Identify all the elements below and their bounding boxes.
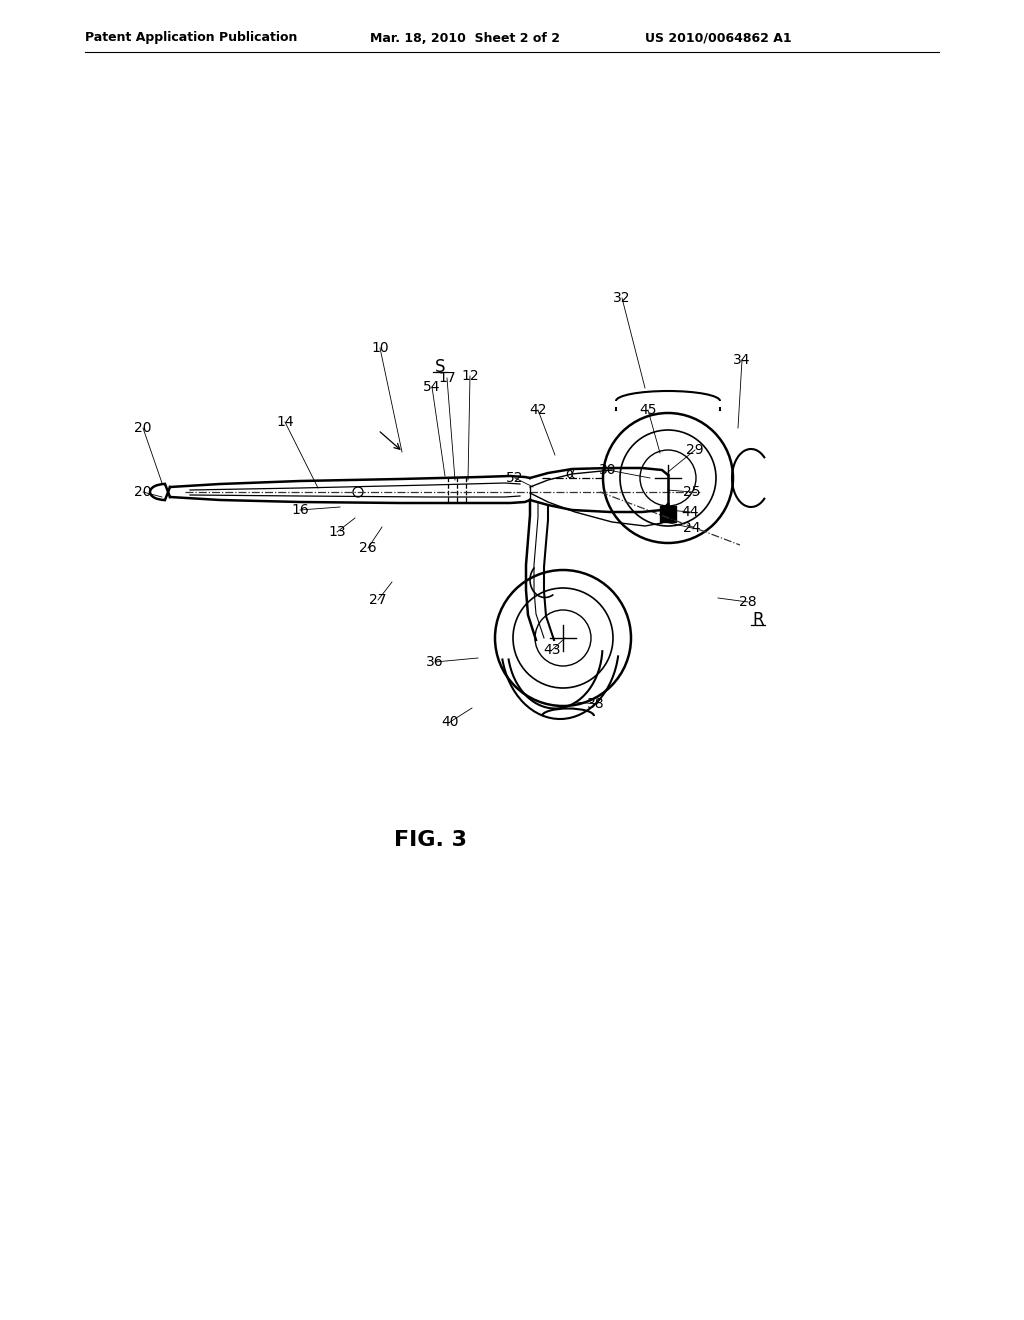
Text: 27: 27 [370,593,387,607]
Text: 20: 20 [134,421,152,436]
Text: 45: 45 [639,403,656,417]
Text: 54: 54 [423,380,440,393]
Text: 25: 25 [683,484,700,499]
Text: 32: 32 [613,290,631,305]
Text: 16: 16 [291,503,309,517]
Text: 40: 40 [441,715,459,729]
Text: 42: 42 [529,403,547,417]
Bar [660,506,676,521]
Text: 17: 17 [438,371,456,385]
Text: 14: 14 [276,414,294,429]
Text: 20: 20 [134,484,152,499]
Text: FIG. 3: FIG. 3 [393,830,467,850]
Text: 43: 43 [544,643,561,657]
Text: 13: 13 [328,525,346,539]
Text: Mar. 18, 2010  Sheet 2 of 2: Mar. 18, 2010 Sheet 2 of 2 [370,32,560,45]
Text: S: S [435,358,445,376]
Text: Patent Application Publication: Patent Application Publication [85,32,297,45]
Text: 38: 38 [587,697,605,711]
Text: 30: 30 [599,463,616,477]
Text: 12: 12 [461,370,479,383]
Text: 26: 26 [359,541,377,554]
Text: 28: 28 [739,595,757,609]
Text: 34: 34 [733,352,751,367]
Text: α: α [565,467,574,480]
Text: US 2010/0064862 A1: US 2010/0064862 A1 [645,32,792,45]
Text: 52: 52 [506,471,523,484]
Text: 10: 10 [371,341,389,355]
Text: 36: 36 [426,655,443,669]
Text: 44: 44 [681,506,698,519]
Text: 29: 29 [686,444,703,457]
Text: 24: 24 [683,521,700,535]
Text: R: R [753,611,764,630]
